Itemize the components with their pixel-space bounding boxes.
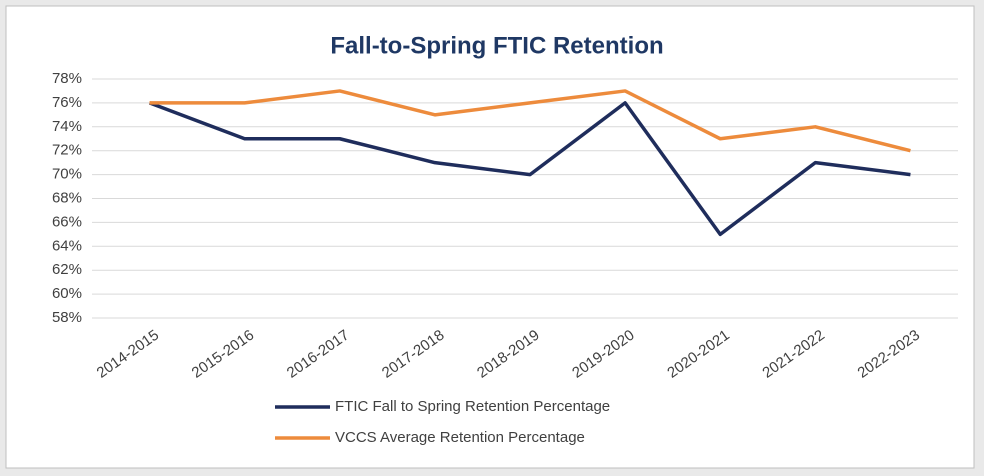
y-tick-label: 62% xyxy=(52,261,82,278)
y-tick-label: 72% xyxy=(52,142,82,159)
chart-frame xyxy=(5,5,975,469)
y-tick-label: 68% xyxy=(52,189,82,206)
y-tick-label: 58% xyxy=(52,309,82,326)
series-line xyxy=(149,89,911,153)
series-line xyxy=(148,101,911,237)
y-tick-label: 78% xyxy=(52,70,82,87)
chart-title: Fall-to-Spring FTIC Retention xyxy=(330,32,663,59)
y-tick-label: 60% xyxy=(52,285,82,302)
legend-label: VCCS Average Retention Percentage xyxy=(335,429,585,446)
y-tick-label: 70% xyxy=(52,166,82,183)
y-tick-label: 74% xyxy=(52,118,82,135)
y-tick-label: 76% xyxy=(52,94,82,111)
y-tick-label: 64% xyxy=(52,237,82,254)
legend-label: FTIC Fall to Spring Retention Percentage xyxy=(335,398,610,415)
y-tick-label: 66% xyxy=(52,213,82,230)
